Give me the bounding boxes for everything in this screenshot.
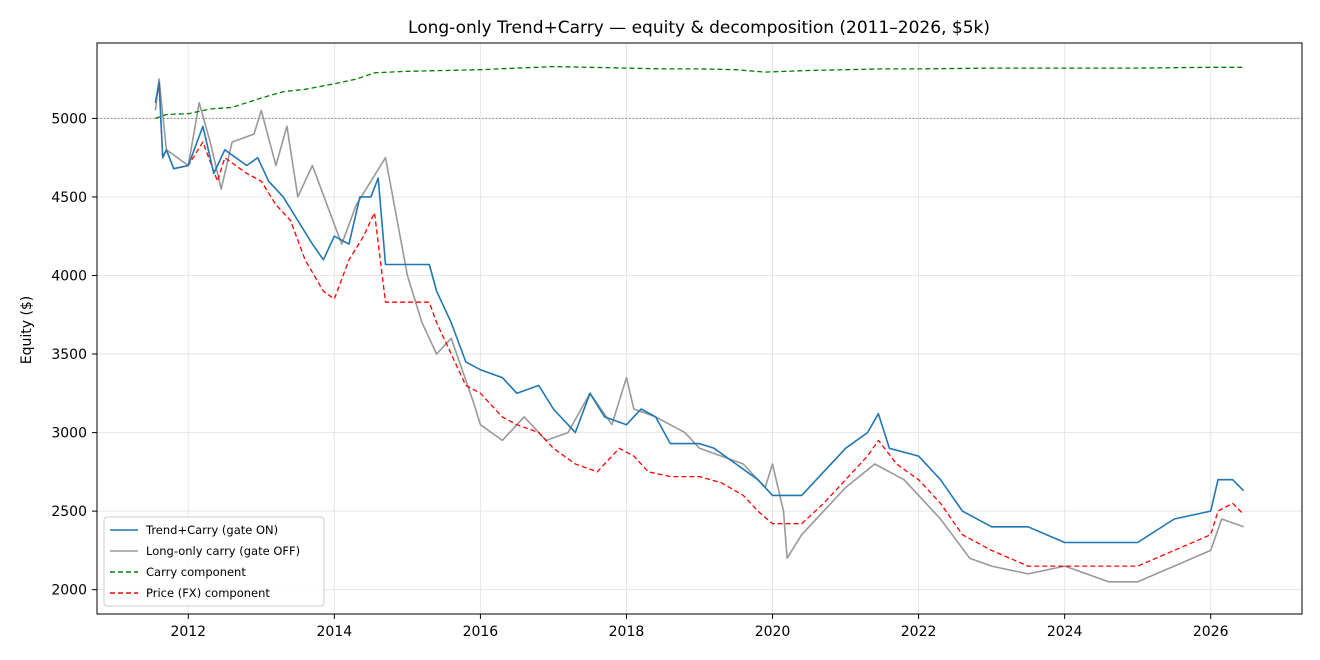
series-line-trend-carry-gate-on bbox=[154, 81, 1245, 544]
grid-lines bbox=[97, 43, 1302, 614]
legend-label: Trend+Carry (gate ON) bbox=[145, 523, 278, 537]
y-tick-label: 2000 bbox=[51, 583, 87, 599]
series-line-carry-component bbox=[155, 65, 1244, 120]
series-layer bbox=[154, 65, 1245, 583]
y-tick-label: 5000 bbox=[51, 111, 87, 127]
plot-area-frame bbox=[96, 42, 1303, 615]
series-line-price-fx-component bbox=[154, 83, 1245, 567]
legend-label: Carry component bbox=[146, 565, 246, 579]
x-tick-label: 2026 bbox=[1193, 624, 1229, 640]
legend-label: Price (FX) component bbox=[146, 586, 270, 600]
x-tick-label: 2022 bbox=[901, 624, 937, 640]
legend-label: Long-only carry (gate OFF) bbox=[146, 544, 300, 558]
chart-title: Long-only Trend+Carry — equity & decompo… bbox=[408, 18, 990, 38]
legend: Trend+Carry (gate ON) Long-only carry (ga… bbox=[103, 516, 325, 607]
series-line-long-only-carry-gate-off bbox=[154, 78, 1244, 583]
y-axis-label: Equity ($) bbox=[19, 296, 35, 365]
y-tick-label: 2500 bbox=[51, 504, 87, 520]
x-tick-label: 2012 bbox=[170, 624, 206, 640]
y-tick-label: 4000 bbox=[51, 268, 87, 284]
x-tick-label: 2014 bbox=[317, 624, 353, 640]
x-tick-label: 2020 bbox=[755, 624, 791, 640]
x-tick-label: 2016 bbox=[463, 624, 499, 640]
x-tick-label: 2018 bbox=[609, 624, 645, 640]
x-tick-label: 2024 bbox=[1047, 624, 1083, 640]
legend-box bbox=[103, 516, 325, 607]
y-tick-label: 3000 bbox=[51, 426, 87, 442]
y-tick-label: 3500 bbox=[51, 347, 87, 363]
y-tick-label: 4500 bbox=[51, 190, 87, 206]
axis-ticks: 2012 2014 2016 2018 2020 2022 2024 2026 2000 2500… bbox=[51, 111, 1228, 640]
